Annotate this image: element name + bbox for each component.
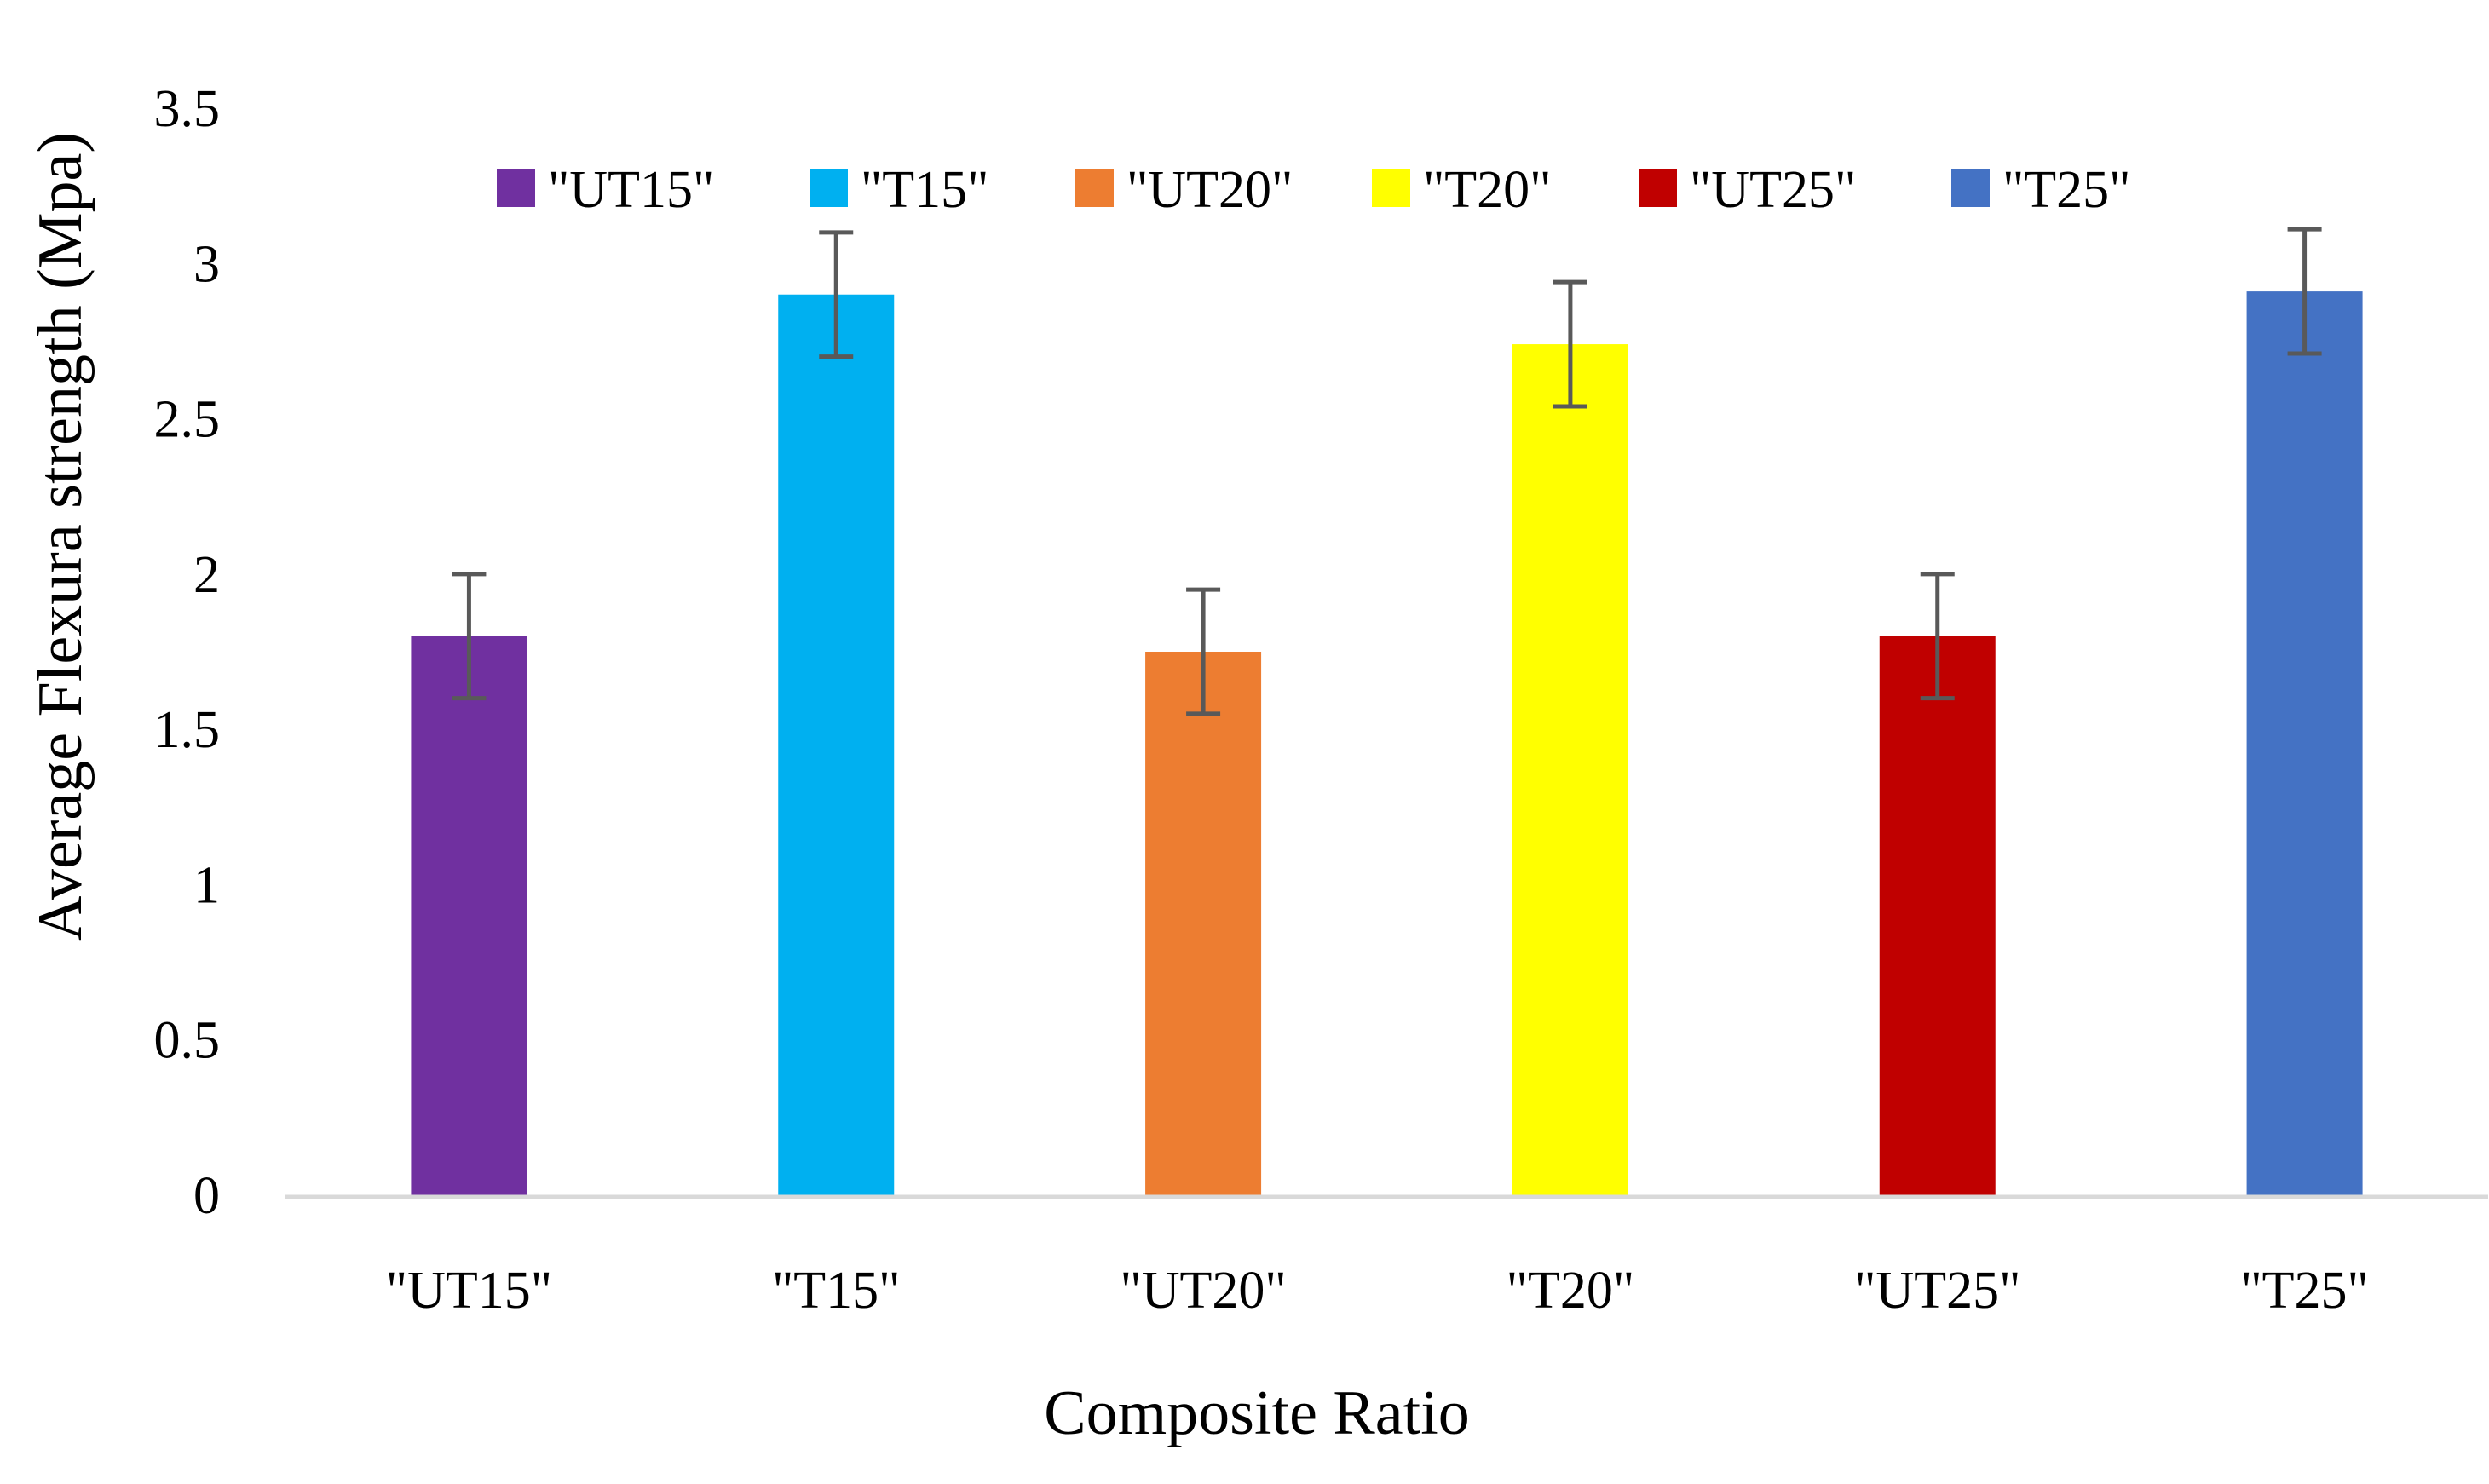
bar bbox=[2246, 291, 2363, 1195]
bar bbox=[411, 636, 527, 1195]
x-tick-label: "UT15" bbox=[386, 1262, 552, 1320]
legend: "UT15" "T15" "UT20" "T20" "UT25" "T25" bbox=[497, 161, 2131, 219]
bars-group bbox=[411, 291, 2363, 1195]
legend-swatch bbox=[1372, 169, 1410, 207]
x-tick-label: "T15" bbox=[772, 1262, 901, 1320]
legend-label: "UT20" bbox=[1126, 161, 1293, 219]
x-tick-label: "UT20" bbox=[1120, 1262, 1286, 1320]
legend-swatch bbox=[1951, 169, 1990, 207]
legend-swatch bbox=[1075, 169, 1114, 207]
legend-label: "UT15" bbox=[548, 161, 714, 219]
y-axis-ticks: 0 0.5 1 1.5 2 2.5 3 3.5 bbox=[154, 80, 221, 1225]
y-tick-label: 2 bbox=[193, 546, 220, 604]
bar bbox=[1145, 652, 1262, 1195]
legend-label: "T25" bbox=[2002, 161, 2131, 219]
y-tick-label: 0.5 bbox=[154, 1012, 221, 1070]
bar bbox=[1879, 636, 1996, 1195]
y-tick-label: 1.5 bbox=[154, 701, 221, 759]
x-tick-label: "T25" bbox=[2240, 1262, 2369, 1320]
legend-swatch bbox=[810, 169, 848, 207]
y-tick-label: 3 bbox=[193, 235, 220, 293]
legend-swatch bbox=[1639, 169, 1677, 207]
y-tick-label: 2.5 bbox=[154, 391, 221, 449]
legend-label: "UT25" bbox=[1690, 161, 1856, 219]
error-bars-group bbox=[452, 227, 2322, 716]
legend-label: "T20" bbox=[1423, 161, 1552, 219]
legend-label: "T15" bbox=[861, 161, 989, 219]
y-axis-title: Average Flexura strength (Mpa) bbox=[26, 132, 95, 941]
y-tick-label: 3.5 bbox=[154, 80, 221, 138]
bar bbox=[1512, 344, 1628, 1195]
x-axis-ticks: "UT15" "T15" "UT20" "T20" "UT25" "T25" bbox=[386, 1262, 2369, 1320]
x-axis-title: Composite Ratio bbox=[1044, 1378, 1470, 1448]
x-tick-label: "UT25" bbox=[1854, 1262, 2020, 1320]
y-tick-label: 1 bbox=[193, 856, 220, 914]
bar bbox=[778, 294, 895, 1195]
y-tick-label: 0 bbox=[193, 1167, 220, 1225]
x-tick-label: "T20" bbox=[1507, 1262, 1635, 1320]
legend-swatch bbox=[497, 169, 535, 207]
